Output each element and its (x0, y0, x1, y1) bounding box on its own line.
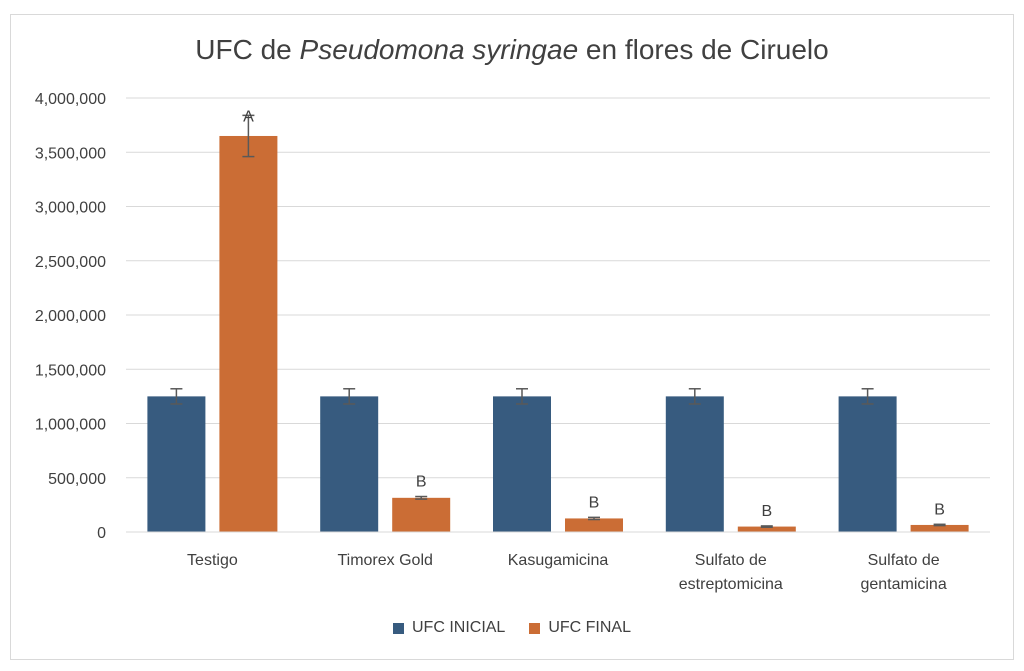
data-label: B (416, 474, 427, 491)
y-tick-label: 3,000,000 (35, 200, 106, 217)
bar-final (565, 518, 623, 532)
y-tick-label: 3,500,000 (35, 145, 106, 162)
y-tick-label: 1,500,000 (35, 362, 106, 379)
y-tick-label: 500,000 (48, 471, 106, 488)
y-tick-label: 2,000,000 (35, 308, 106, 325)
x-category-label: Sulfato de (868, 552, 940, 569)
bar-final (219, 135, 278, 532)
bar-inicial (665, 396, 724, 532)
y-tick-label: 2,500,000 (35, 254, 106, 271)
data-label: B (589, 494, 600, 511)
title-species: Pseudomona syringae (299, 34, 579, 65)
bar-inicial (147, 396, 206, 532)
chart-title: UFC de Pseudomona syringae en flores de … (0, 34, 1024, 66)
data-label: A (243, 108, 254, 125)
legend-swatch-inicial (392, 622, 404, 634)
x-category-label: Sulfato de (695, 552, 767, 569)
bar-final (910, 524, 969, 532)
title-suffix: en flores de Ciruelo (578, 34, 829, 65)
x-category-label: Timorex Gold (337, 552, 432, 569)
x-category-label: Kasugamicina (508, 552, 609, 569)
legend-item-inicial: UFC INICIAL (392, 619, 506, 637)
y-tick-label: 4,000,000 (35, 91, 106, 108)
data-label: B (934, 501, 945, 518)
bar-inicial (493, 396, 551, 532)
legend-swatch-final (529, 622, 541, 634)
legend-label-final: UFC FINAL (548, 619, 631, 636)
legend: UFC INICIAL UFC FINAL (0, 619, 1024, 637)
bar-final (737, 526, 796, 532)
x-category-label: gentamicina (860, 576, 946, 593)
x-category-label: estreptomicina (679, 576, 783, 593)
x-category-label: Testigo (187, 552, 238, 569)
chart-frame (10, 14, 1014, 660)
legend-item-final: UFC FINAL (529, 619, 631, 637)
legend-label-inicial: UFC INICIAL (411, 619, 506, 636)
bar-inicial (320, 396, 379, 532)
y-tick-label: 1,000,000 (35, 417, 106, 434)
bar-inicial (838, 396, 897, 532)
bar-final (392, 497, 451, 532)
title-prefix: UFC de (195, 34, 300, 65)
y-tick-label: 0 (97, 525, 106, 542)
data-label: B (761, 503, 772, 520)
